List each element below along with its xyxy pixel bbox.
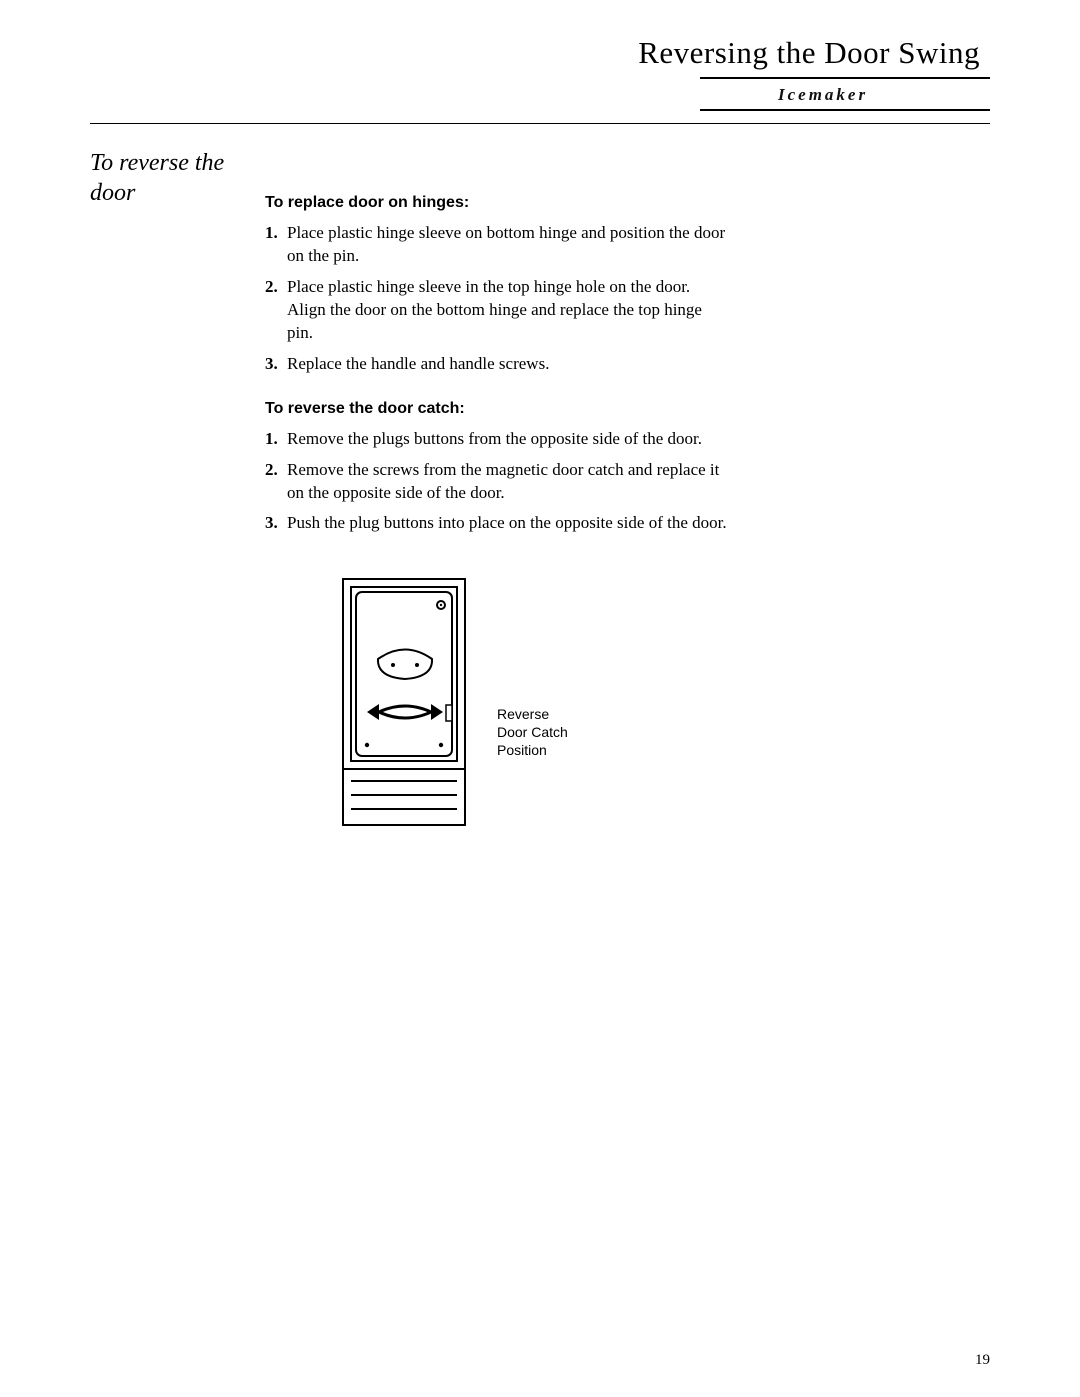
step-number: 3. (265, 353, 285, 376)
main-column: To replace door on hinges: 1.Place plast… (265, 146, 990, 827)
page-title: Reversing the Door Swing (90, 35, 990, 77)
subtitle-row: Icemaker (90, 77, 990, 111)
section1-steps: 1.Place plastic hinge sleeve on bottom h… (265, 222, 730, 376)
step-text: Replace the handle and handle screws. (287, 353, 730, 376)
step-text: Place plastic hinge sleeve in the top hi… (287, 276, 730, 345)
diagram-caption: Reverse Door Catch Position (497, 705, 568, 760)
section1-heading: To replace door on hinges: (265, 194, 730, 212)
list-item: 1.Remove the plugs buttons from the oppo… (265, 428, 730, 451)
step-number: 1. (265, 222, 285, 268)
subtitle-text: Icemaker (778, 85, 868, 104)
step-text: Place plastic hinge sleeve on bottom hin… (287, 222, 730, 268)
step-number: 2. (265, 459, 285, 505)
side-label: To reverse the door (90, 146, 265, 827)
content-row: To reverse the door To replace door on h… (90, 146, 990, 827)
step-number: 2. (265, 276, 285, 345)
caption-line: Position (497, 742, 547, 758)
subtitle-box: Icemaker (700, 77, 990, 111)
page-container: Reversing the Door Swing Icemaker To rev… (0, 0, 1080, 1397)
section2-heading: To reverse the door catch: (265, 400, 730, 418)
step-number: 3. (265, 512, 285, 535)
door-diagram-icon (333, 577, 483, 827)
page-number: 19 (975, 1352, 990, 1369)
list-item: 3.Push the plug buttons into place on th… (265, 512, 730, 535)
section2-steps: 1.Remove the plugs buttons from the oppo… (265, 428, 730, 536)
step-text: Push the plug buttons into place on the … (287, 512, 730, 535)
step-number: 1. (265, 428, 285, 451)
diagram-area: Reverse Door Catch Position (265, 577, 730, 827)
header: Reversing the Door Swing Icemaker (90, 35, 990, 124)
caption-line: Reverse (497, 706, 549, 722)
step-text: Remove the plugs buttons from the opposi… (287, 428, 730, 451)
step-text: Remove the screws from the magnetic door… (287, 459, 730, 505)
list-item: 2.Place plastic hinge sleeve in the top … (265, 276, 730, 345)
list-item: 2.Remove the screws from the magnetic do… (265, 459, 730, 505)
list-item: 3.Replace the handle and handle screws. (265, 353, 730, 376)
header-rule (90, 123, 990, 124)
caption-line: Door Catch (497, 724, 568, 740)
list-item: 1.Place plastic hinge sleeve on bottom h… (265, 222, 730, 268)
